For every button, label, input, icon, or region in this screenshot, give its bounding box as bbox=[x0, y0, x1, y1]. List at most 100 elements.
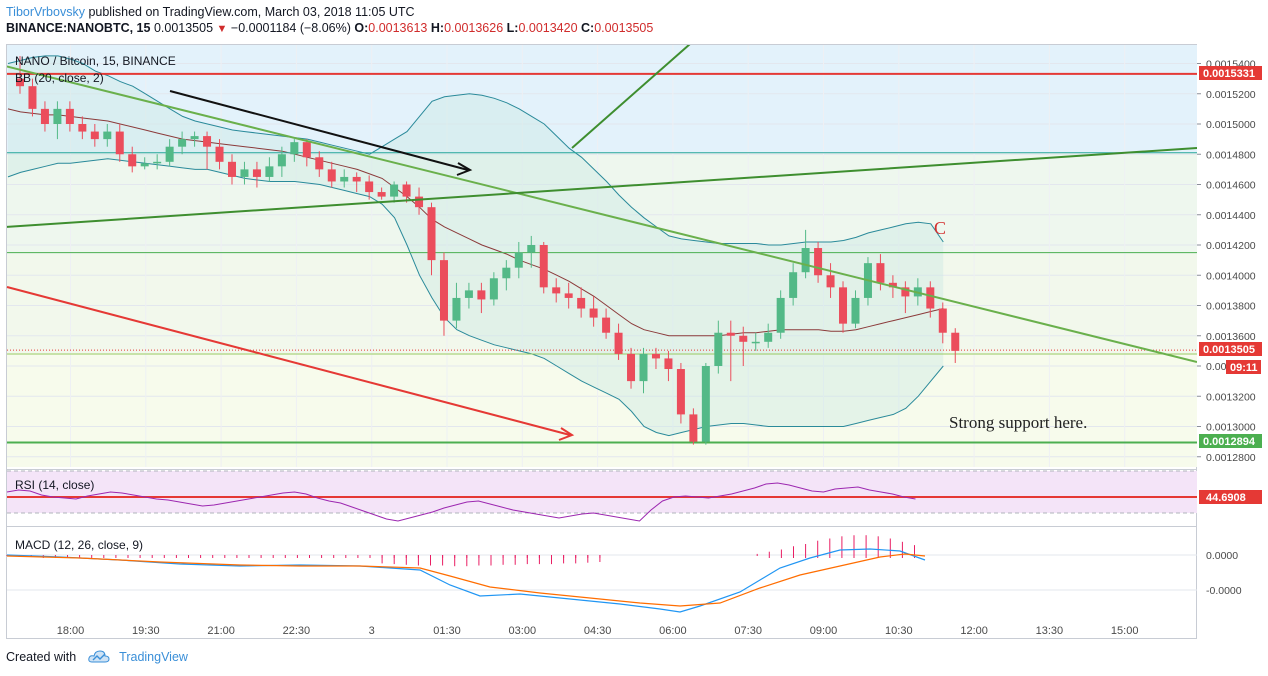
candle-body bbox=[277, 154, 286, 167]
close-label: C: bbox=[581, 21, 595, 35]
time-tick-label: 03:00 bbox=[509, 625, 537, 637]
candle-body bbox=[240, 169, 249, 177]
candle-body bbox=[764, 332, 773, 342]
svg-text:0.0013505: 0.0013505 bbox=[1203, 344, 1255, 356]
candle-body bbox=[564, 293, 573, 298]
time-tick-label: 07:30 bbox=[734, 625, 762, 637]
candle-body bbox=[190, 136, 199, 140]
candle-body bbox=[215, 146, 224, 162]
price-tick-label: 0.0014400 bbox=[1206, 210, 1256, 222]
candle-body bbox=[801, 248, 810, 273]
macd-indicator-label[interactable]: MACD (12, 26, close, 9) bbox=[15, 538, 143, 552]
low-label: L: bbox=[506, 21, 519, 35]
macd-signal-line bbox=[6, 553, 926, 607]
candle-body bbox=[826, 275, 835, 288]
candle-body bbox=[153, 161, 162, 164]
candle-body bbox=[664, 358, 673, 370]
candle-body bbox=[464, 290, 473, 298]
price-tag-last: 0.0013505 bbox=[1199, 342, 1262, 356]
price-tick-label: 0.0012800 bbox=[1206, 452, 1256, 464]
candle-body bbox=[577, 297, 586, 309]
candle-body bbox=[714, 332, 723, 366]
publish-line: TiborVrbovsky published on TradingView.c… bbox=[6, 4, 653, 20]
time-tick-label: 18:00 bbox=[57, 625, 85, 637]
support-zone bbox=[7, 355, 1197, 467]
time-axis[interactable]: 18:00 19:30 21:00 22:30 3 01:30 03:00 04:30 06:0… bbox=[57, 625, 1139, 637]
svg-text:0.0015331: 0.0015331 bbox=[1203, 68, 1255, 80]
tradingview-cloud-icon bbox=[87, 650, 110, 667]
candle-body bbox=[415, 196, 424, 208]
candle-body bbox=[402, 184, 411, 197]
candle-body bbox=[901, 287, 910, 297]
macd-tick-label: 0.0000 bbox=[1206, 550, 1238, 562]
candle-body bbox=[302, 142, 311, 158]
price-axis[interactable]: 0.00154000.00152000.00150000.00148000.00… bbox=[1197, 59, 1256, 598]
down-arrow-icon: ▼ bbox=[216, 23, 228, 35]
time-tick-label: 21:00 bbox=[207, 625, 235, 637]
candle-body bbox=[627, 353, 636, 382]
candle-body bbox=[477, 290, 486, 300]
candle-body bbox=[315, 157, 324, 170]
macd-pane bbox=[6, 535, 1197, 613]
candle-body bbox=[452, 297, 461, 321]
time-tick-label: 13:30 bbox=[1036, 625, 1064, 637]
bollinger-fill bbox=[8, 55, 944, 436]
author-link[interactable]: TiborVrbovsky bbox=[6, 5, 85, 19]
candle-body bbox=[876, 263, 885, 283]
candle-body bbox=[65, 108, 74, 124]
candle-body bbox=[527, 245, 536, 253]
candle-body bbox=[16, 78, 24, 87]
price-tick-label: 0.0015000 bbox=[1206, 119, 1256, 131]
open-value: 0.0013613 bbox=[368, 21, 428, 35]
candle-body bbox=[327, 169, 336, 182]
chart-header: TiborVrbovsky published on TradingView.c… bbox=[6, 4, 653, 37]
main-pane-overlay bbox=[6, 90, 575, 441]
candle-body bbox=[951, 332, 960, 351]
arrowhead-icon bbox=[456, 162, 473, 176]
last-price: 0.0013505 bbox=[153, 21, 214, 35]
main-pane bbox=[7, 45, 1197, 467]
time-tick-label: 04:30 bbox=[584, 625, 612, 637]
candle-body bbox=[377, 192, 386, 197]
time-tick-label: 15:00 bbox=[1111, 625, 1139, 637]
candle-body bbox=[128, 154, 137, 167]
high-label: H: bbox=[430, 21, 445, 35]
rsi-value-tag: 44.6908 bbox=[1199, 490, 1262, 504]
candle-body bbox=[502, 267, 511, 279]
candle-body bbox=[28, 86, 37, 109]
candle-body bbox=[103, 131, 112, 140]
candle-body bbox=[689, 414, 698, 442]
bollinger-basis-line bbox=[7, 108, 944, 337]
price-change: −0.0001184 (−8.06%) bbox=[230, 21, 351, 35]
candle-body bbox=[739, 335, 748, 342]
price-tick-label: 0.0013200 bbox=[1206, 391, 1256, 403]
price-tick-label: 0.0014800 bbox=[1206, 149, 1256, 161]
candle-body bbox=[439, 260, 448, 321]
price-tick-label: 0.0014200 bbox=[1206, 240, 1256, 252]
candle-body bbox=[115, 131, 124, 155]
price-tick-label: 0.0013000 bbox=[1206, 422, 1256, 434]
candle-body bbox=[602, 317, 611, 333]
annotation-wave-c: C bbox=[934, 218, 946, 238]
macd-tick-label: -0.0000 bbox=[1206, 585, 1242, 597]
symbol-name: BINANCE:NANOBTC, 15 bbox=[6, 21, 151, 35]
candle-body bbox=[40, 108, 49, 124]
macd-line bbox=[6, 548, 926, 613]
rsi-indicator-label[interactable]: RSI (14, close) bbox=[15, 478, 94, 492]
arrowhead-icon bbox=[558, 427, 575, 441]
time-tick-label: 12:00 bbox=[960, 625, 988, 637]
candle-body bbox=[78, 124, 87, 132]
candle-body bbox=[789, 272, 798, 298]
price-tag-support: 0.0012894 bbox=[1199, 434, 1262, 448]
close-value: 0.0013505 bbox=[594, 21, 654, 35]
bb-indicator-label[interactable]: BB (20, close, 2) bbox=[15, 71, 104, 85]
chart-title: NANO / Bitcoin, 15, BINANCE bbox=[15, 54, 176, 68]
candle-body bbox=[140, 163, 149, 167]
open-label: O: bbox=[354, 21, 369, 35]
candle-body bbox=[427, 207, 436, 261]
tradingview-brand-link[interactable]: TradingView bbox=[119, 650, 188, 664]
bollinger-lower-line bbox=[7, 158, 944, 437]
time-tick-label: 19:30 bbox=[132, 625, 160, 637]
countdown-tag: 09:11 bbox=[1226, 360, 1261, 374]
